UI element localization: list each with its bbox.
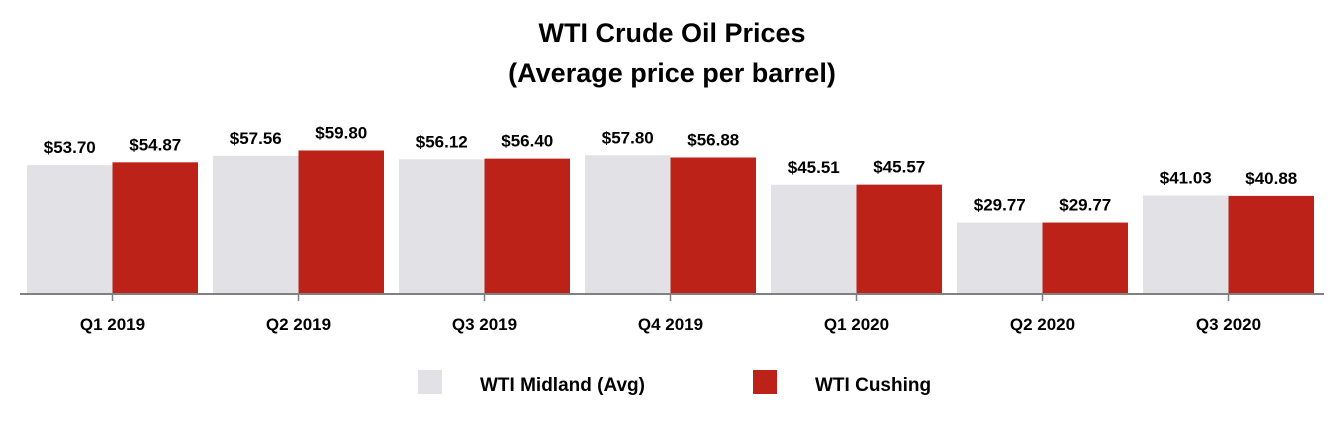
bar-wti-midland (399, 159, 485, 294)
bar-wti-cushing (298, 150, 384, 294)
bar-wti-midland (27, 165, 113, 294)
bar-wti-cushing (670, 157, 756, 294)
bar-group: $57.56 $59.80 (213, 123, 384, 294)
bar-wti-midland (213, 155, 299, 294)
bar-group: $45.51 $45.57 (771, 158, 942, 294)
x-tick-label: Q4 2019 (638, 315, 703, 334)
legend-swatch-wti-midland (418, 370, 442, 394)
legend-label-wti-cushing: WTI Cushing (815, 375, 931, 396)
x-tick-label: Q1 2020 (824, 315, 889, 334)
chart-subtitle: (Average price per barrel) (508, 58, 836, 88)
data-label: $56.12 (416, 132, 468, 151)
bar-group: $53.70 $54.87 (27, 135, 198, 294)
data-label: $45.51 (788, 158, 840, 177)
legend-swatch-wti-cushing (753, 370, 777, 394)
data-label: $57.80 (602, 128, 654, 147)
bar-wti-cushing (1042, 222, 1128, 294)
x-tick-label: Q1 2019 (80, 315, 145, 334)
data-label: $56.40 (501, 132, 553, 151)
bar-group: $56.12 $56.40 (399, 132, 570, 294)
bar-wti-cushing (1228, 195, 1314, 294)
data-label: $57.56 (230, 129, 282, 148)
bar-group: $41.03 $40.88 (1143, 169, 1314, 294)
data-label: $29.77 (974, 196, 1026, 215)
data-label: $53.70 (44, 138, 96, 157)
data-label: $40.88 (1245, 169, 1297, 188)
legend: WTI Midland (Avg) WTI Cushing (418, 370, 931, 396)
data-label: $41.03 (1160, 169, 1212, 188)
bar-wti-cushing (856, 184, 942, 294)
chart-title: WTI Crude Oil Prices (538, 18, 805, 48)
data-label: $45.57 (873, 158, 925, 177)
bar-group: $29.77 $29.77 (957, 196, 1128, 294)
x-tick-label: Q2 2020 (1010, 315, 1075, 334)
bar-wti-midland (957, 222, 1043, 294)
data-label: $59.80 (315, 123, 367, 142)
bar-groups: $53.70 $54.87 $57.56 $59.80 $56.12 $56.40 $57.… (27, 123, 1314, 294)
bar-wti-cushing (484, 158, 570, 294)
x-tick-label: Q2 2019 (266, 315, 331, 334)
data-label: $29.77 (1059, 196, 1111, 215)
bar-wti-midland (1143, 195, 1229, 294)
x-tick-label: Q3 2019 (452, 315, 517, 334)
bar-group: $57.80 $56.88 (585, 128, 756, 294)
bar-wti-midland (585, 155, 671, 294)
bar-wti-cushing (112, 162, 198, 294)
bar-wti-midland (771, 184, 857, 294)
x-axis-ticks: Q1 2019 Q2 2019 Q3 2019 Q4 2019 Q1 2020 Q2 20… (80, 294, 1261, 334)
x-tick-label: Q3 2020 (1196, 315, 1261, 334)
legend-label-wti-midland: WTI Midland (Avg) (480, 375, 645, 396)
data-label: $54.87 (129, 135, 181, 154)
data-label: $56.88 (687, 130, 739, 149)
